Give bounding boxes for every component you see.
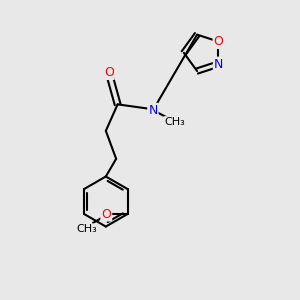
Text: O: O <box>214 35 224 48</box>
Text: N: N <box>214 58 223 70</box>
Text: CH₃: CH₃ <box>164 117 185 127</box>
Text: O: O <box>101 208 111 220</box>
Text: N: N <box>148 104 158 117</box>
Text: O: O <box>104 66 114 79</box>
Text: CH₃: CH₃ <box>77 224 98 234</box>
